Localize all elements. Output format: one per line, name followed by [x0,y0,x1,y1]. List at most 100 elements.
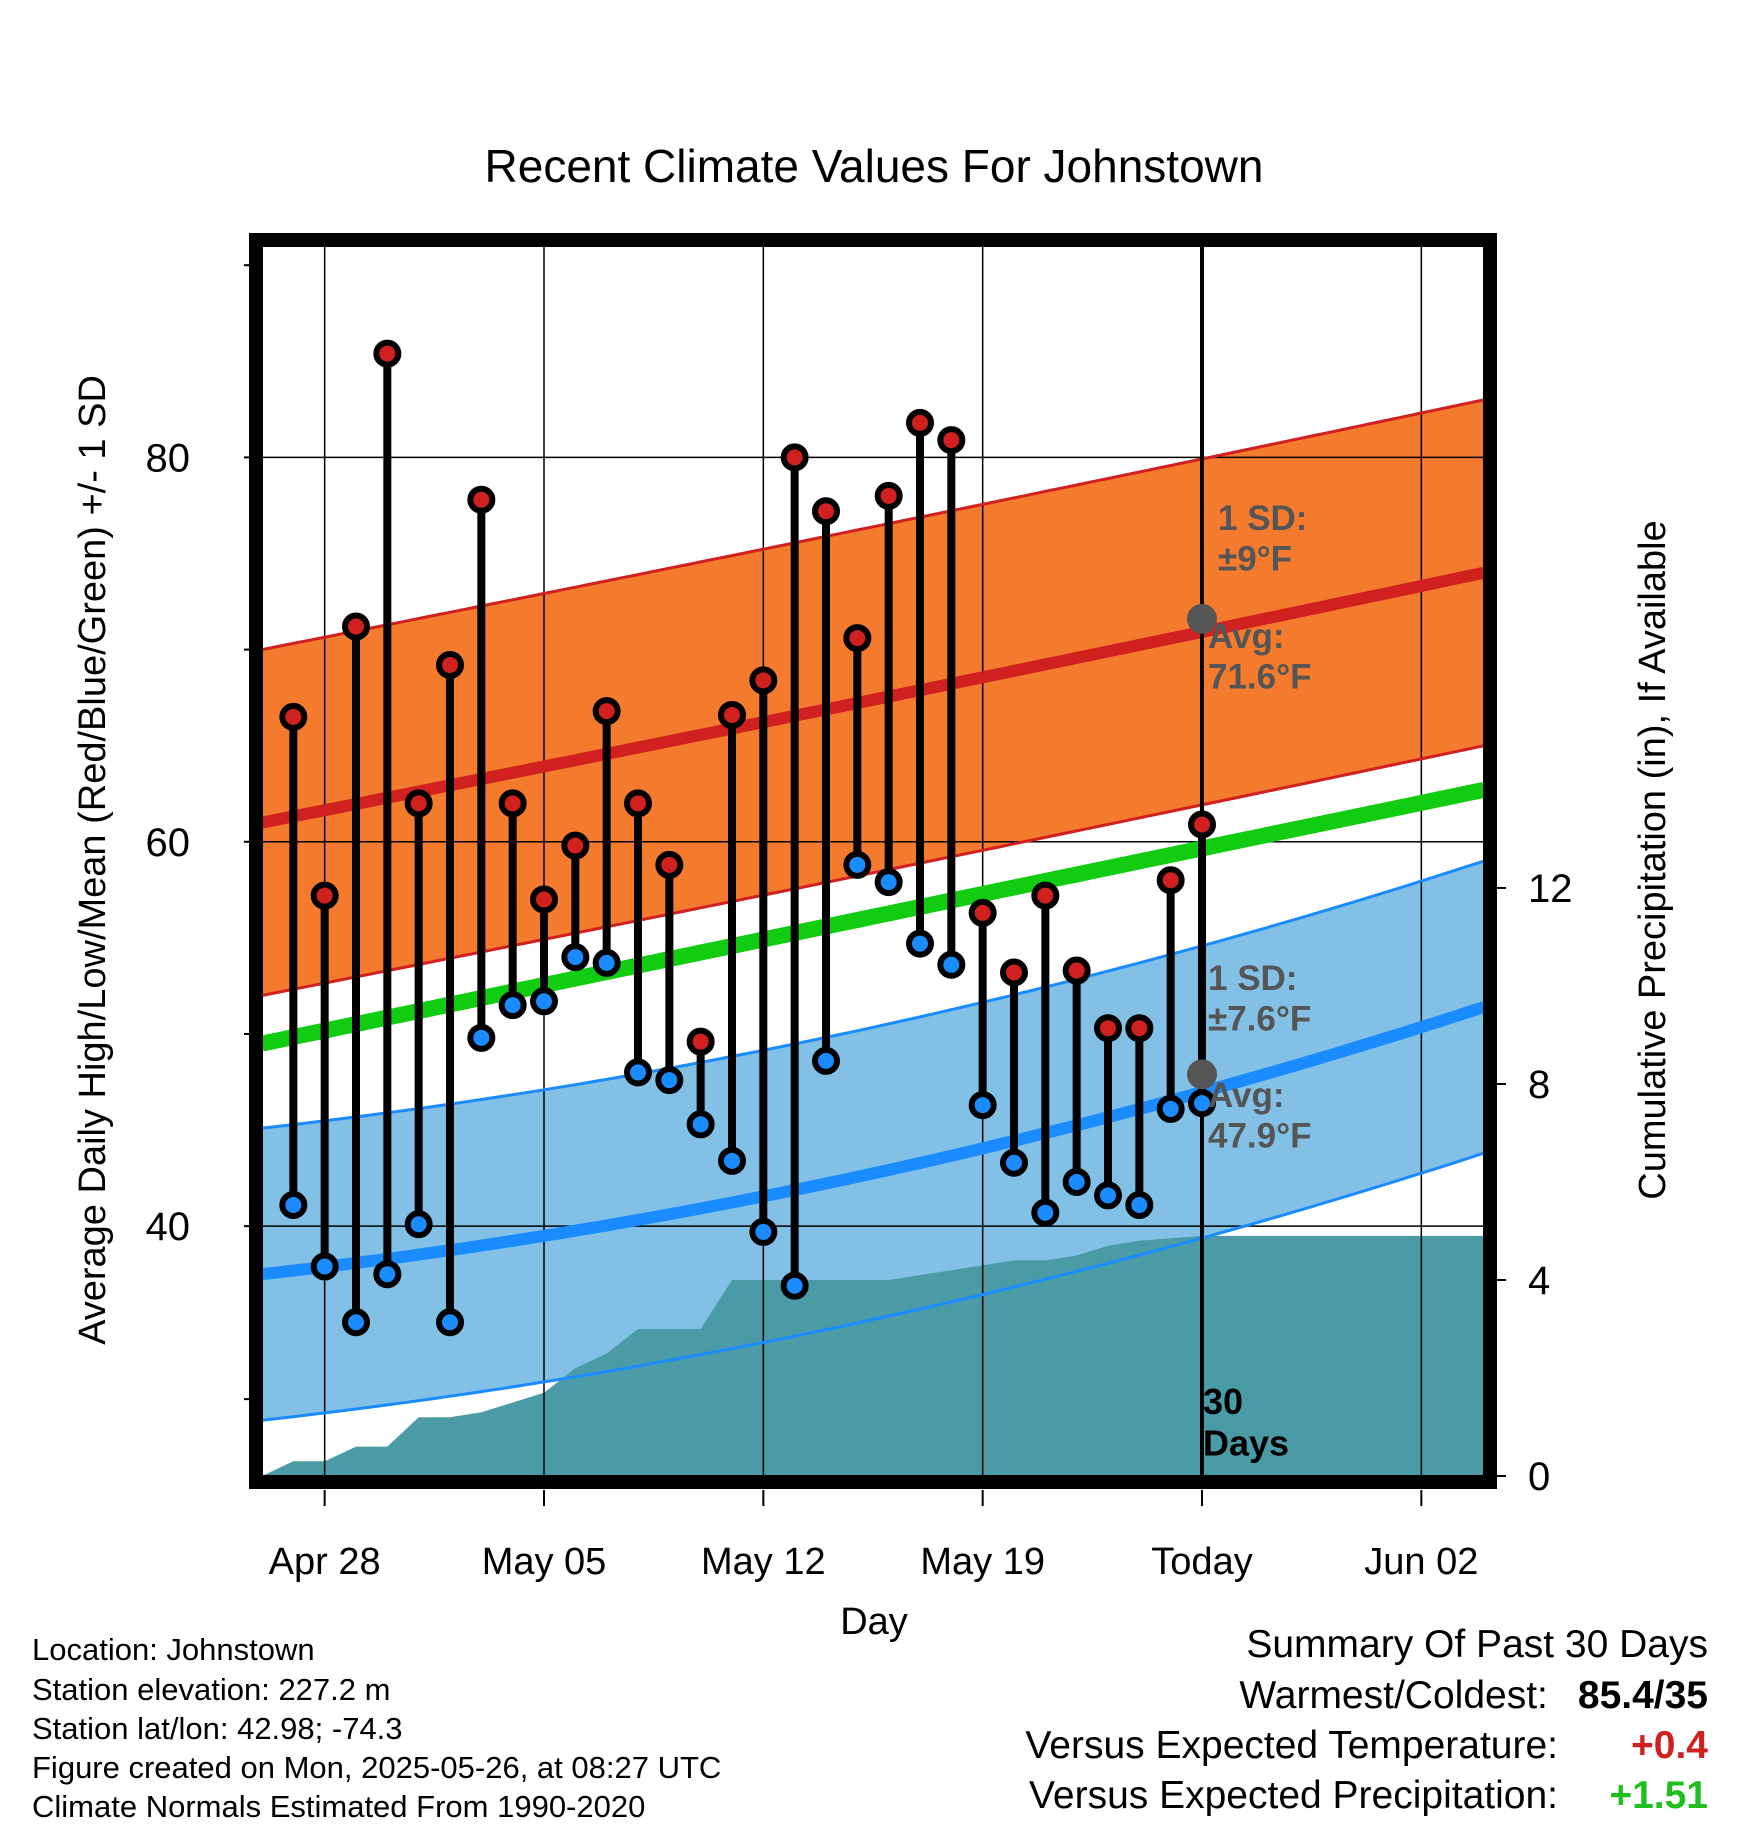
daily-high-point [342,612,370,641]
daily-high-point [1156,866,1185,895]
daily-low-point [843,850,872,879]
daily-high-point [404,789,433,818]
y2-tick-label: 12 [1528,867,1573,911]
daily-low-point [812,1046,840,1075]
precip-vs-expected-label: Versus Expected Precipitation: [1029,1774,1558,1817]
chart-title: Recent Climate Values For Johnstown [485,140,1264,192]
x-tick-label: May 19 [920,1541,1045,1583]
daily-high-point [686,1027,715,1056]
daily-low-point [1188,1089,1216,1118]
daily-high-point [1062,956,1091,985]
daily-low-point [1031,1198,1060,1227]
daily-low-point [749,1217,778,1246]
daily-low-point [310,1252,339,1281]
x-axis-title: Day [840,1601,908,1643]
daily-high-point [436,650,464,679]
daily-low-point [1156,1094,1185,1123]
daily-high-point [718,700,746,729]
summary-heading: Summary Of Past 30 Days [1246,1623,1708,1666]
daily-low-point [780,1271,809,1300]
low-minus-sd-line [262,1151,1484,1422]
mean-line [262,782,1484,1052]
daily-high-point [1125,1014,1154,1043]
daily-high-point [624,789,652,818]
x-tick-label: Jun 02 [1364,1541,1478,1583]
high-sd-annotation: 1 SD: ±9°F [1218,499,1307,578]
low-sd-band [262,861,1484,1421]
daily-low-point [592,948,621,977]
daily-high-point [874,481,903,510]
daily-high-point [906,408,934,437]
daily-high-point [1000,958,1028,987]
low-avg-annotation: Avg: 47.9°F [1208,1076,1312,1155]
cumulative-precip-area [262,1235,1484,1476]
today-high-normal-point [1187,603,1217,634]
daily-low-point [1125,1191,1154,1220]
daily-high-point [655,850,684,879]
summary-precipitation: Versus Expected Precipitation: +1.51 [1029,1776,1708,1815]
y2-axis-title: Cumulative Precipitation (in), If Availa… [1632,520,1674,1199]
plot-frame [249,233,1497,1489]
daily-low-point [342,1308,370,1337]
daily-low-point [937,950,966,979]
summary-temperature: Versus Expected Temperature: +0.4 [1025,1726,1708,1765]
x-tick-label: Today [1151,1541,1252,1583]
high-plus-sd-line [262,398,1484,652]
daily-high-point [1094,1014,1122,1043]
daily-high-point [812,497,840,526]
daily-low-point [530,987,558,1016]
warmest-coldest-label: Warmest/Coldest: [1239,1674,1548,1717]
daily-high-point [749,666,778,695]
daily-low-point [404,1210,433,1239]
daily-low-point [561,943,590,972]
daily-high-point [498,789,527,818]
daily-low-point [1094,1181,1122,1210]
y-axis-title: Average Daily High/Low/Mean (Red/Blue/Gr… [72,375,114,1345]
daily-low-point [1000,1148,1028,1177]
y-tick-label: 80 [146,436,191,480]
y2-tick-label: 8 [1528,1063,1550,1107]
temp-vs-expected-label: Versus Expected Temperature: [1025,1724,1558,1767]
daily-low-point [624,1058,652,1087]
daily-low-point [718,1146,746,1175]
daily-high-point [592,697,621,726]
y-tick-label: 40 [146,1205,191,1249]
y2-tick-label: 4 [1528,1259,1550,1303]
normals-text: Climate Normals Estimated From 1990-2020 [32,1789,646,1824]
daily-low-point [686,1110,715,1139]
daily-low-point [373,1260,402,1289]
daily-low-point [467,1023,496,1052]
today-low-normal-point [1187,1059,1217,1090]
daily-low-point [655,1066,684,1095]
x-tick-label: May 12 [701,1541,826,1583]
summary-warmest-coldest: Warmest/Coldest: 85.4/35 [1239,1676,1708,1715]
daily-high-point [373,339,402,368]
daily-low-point [1062,1167,1091,1196]
high-avg-annotation: Avg: 71.6°F [1208,617,1312,696]
latlon-text: Station lat/lon: 42.98; -74.3 [32,1711,403,1746]
days-annotation: 30 Days [1203,1381,1289,1463]
daily-high-point [310,881,339,910]
y2-tick-label: 0 [1528,1455,1550,1499]
daily-low-point [968,1091,997,1120]
daily-high-point [467,485,496,514]
daily-high-point [561,831,590,860]
high-minus-sd-line [262,744,1484,997]
daily-low-point [279,1191,308,1220]
daily-low-point [498,991,527,1020]
high-avg-line [262,566,1484,829]
daily-high-point [937,426,966,455]
daily-high-point [530,885,558,914]
temp-vs-expected-value: +0.4 [1631,1724,1708,1767]
daily-high-point [843,624,872,653]
elevation-text: Station elevation: 227.2 m [32,1672,391,1707]
daily-low-point [874,868,903,897]
low-plus-sd-line [262,859,1484,1130]
daily-high-point [1188,810,1216,839]
created-text: Figure created on Mon, 2025-05-26, at 08… [32,1750,722,1785]
x-tick-label: Apr 28 [269,1541,381,1583]
low-sd-annotation: 1 SD: ±7.6°F [1208,959,1311,1038]
daily-high-point [1031,881,1060,910]
daily-high-point [279,702,308,731]
